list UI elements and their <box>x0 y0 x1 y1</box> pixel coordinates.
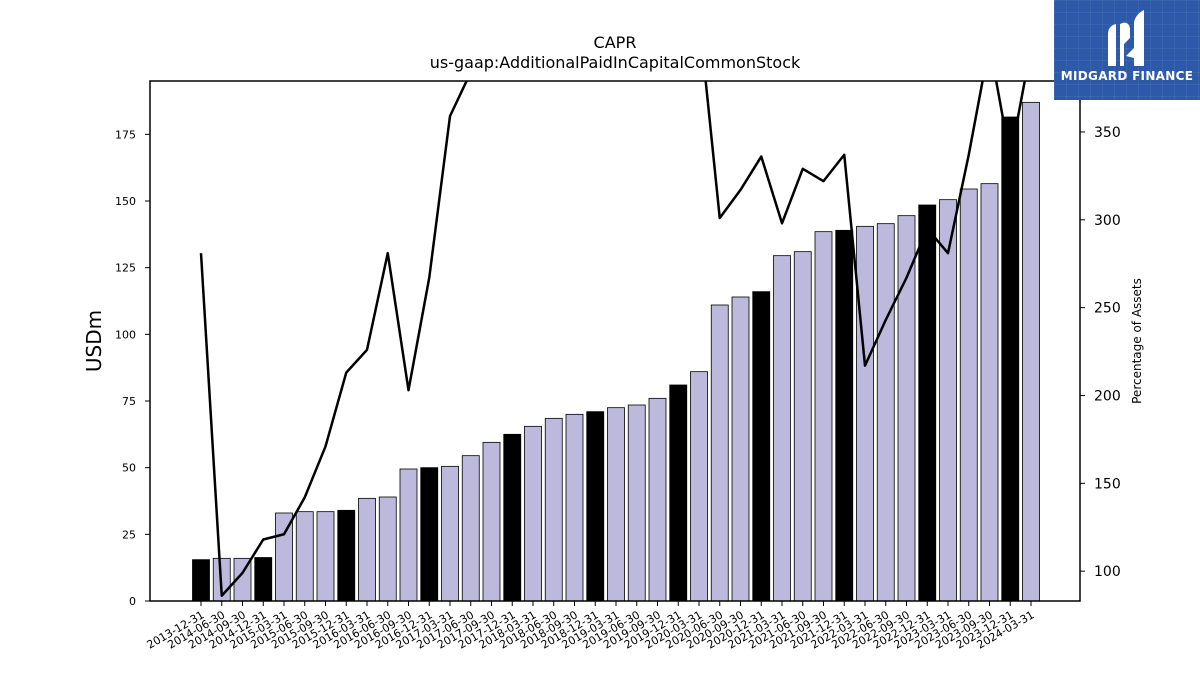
y-tick-label: 25 <box>122 528 136 541</box>
y2-tick-label: 250 <box>1094 301 1121 317</box>
percent-line-layer <box>199 81 1027 597</box>
bar-2017-06-30 <box>461 455 480 602</box>
bar-2013-12-31 <box>192 559 210 602</box>
percent-of-assets-line <box>199 81 1027 597</box>
bar-2015-12-31 <box>337 509 356 602</box>
bar-2022-06-30 <box>876 223 895 602</box>
y-tick-label: 100 <box>115 328 136 341</box>
y2-tick-label: 150 <box>1094 476 1121 492</box>
y2-tick-label: 200 <box>1094 388 1121 404</box>
y-axis-left: 0 25 50 75 100 125 150 175 <box>115 128 150 608</box>
bar-2023-03-31 <box>939 199 957 602</box>
midgard-finance-logo: MIDGARD FINANCE <box>1054 0 1200 100</box>
bar-2016-12-31 <box>420 467 439 602</box>
bar-2024-03-31 <box>1022 101 1040 602</box>
bar-2018-06-30 <box>544 417 563 602</box>
y-tick-label: 75 <box>122 395 136 408</box>
bar-2019-06-30 <box>627 404 646 602</box>
bar-2020-09-30 <box>731 296 750 602</box>
bar-2015-06-30 <box>295 511 314 602</box>
bar-2016-06-30 <box>378 496 397 602</box>
y-tick-label: 50 <box>122 462 136 475</box>
bar-2020-03-31 <box>690 371 708 602</box>
bar-2020-06-30 <box>710 304 729 602</box>
y2-axis-label: Percentage of Assets <box>1130 278 1144 404</box>
bar-2015-09-30 <box>316 511 335 602</box>
y2-tick-label: 350 <box>1094 125 1121 141</box>
bar-2018-03-31 <box>524 425 542 602</box>
chart-title: CAPR <box>594 33 637 52</box>
y-axis-right: 100 150 200 250 300 350 <box>1080 125 1121 580</box>
bar-2019-12-31 <box>669 384 688 602</box>
bar-2023-12-31 <box>1001 116 1020 602</box>
y-tick-label: 175 <box>115 128 136 141</box>
bar-2018-09-30 <box>565 413 584 602</box>
bar-2021-09-30 <box>814 231 833 602</box>
bar-2016-09-30 <box>399 468 418 602</box>
bar-2022-09-30 <box>897 215 916 602</box>
bar-2018-12-31 <box>586 411 605 602</box>
bar-2017-12-31 <box>503 433 522 602</box>
bar-2021-06-30 <box>793 251 812 602</box>
bar-2017-09-30 <box>482 441 501 602</box>
bar-2022-12-31 <box>918 204 937 602</box>
bar-2020-12-31 <box>752 291 771 602</box>
y-axis-label: USDm <box>82 310 106 372</box>
bar-2021-03-31 <box>773 255 791 602</box>
bar-2017-03-31 <box>441 465 459 602</box>
bar-2019-03-31 <box>607 407 625 602</box>
logo-mark-icon <box>1108 10 1144 66</box>
plot-frame <box>149 80 1081 602</box>
bar-2016-03-31 <box>358 497 376 602</box>
bar-2014-12-31 <box>254 557 273 602</box>
y-tick-label: 150 <box>115 195 136 208</box>
y2-tick-label: 100 <box>1094 564 1121 580</box>
y-tick-label: 125 <box>115 262 136 275</box>
bar-2019-09-30 <box>648 397 667 602</box>
bar-2023-06-30 <box>959 188 978 602</box>
bar-2022-03-31 <box>856 225 874 602</box>
x-axis: 2013-12-312014-06-302014-09-302014-12-31… <box>145 601 1037 652</box>
chart-subtitle: us-gaap:AdditionalPaidInCapitalCommonSto… <box>430 53 801 72</box>
bar-2023-09-30 <box>980 183 999 602</box>
y2-tick-label: 300 <box>1094 213 1121 229</box>
bar-2021-12-31 <box>835 229 854 602</box>
y-tick-label: 0 <box>129 595 136 608</box>
logo-text: MIDGARD FINANCE <box>1060 69 1194 83</box>
bars <box>192 101 1040 602</box>
